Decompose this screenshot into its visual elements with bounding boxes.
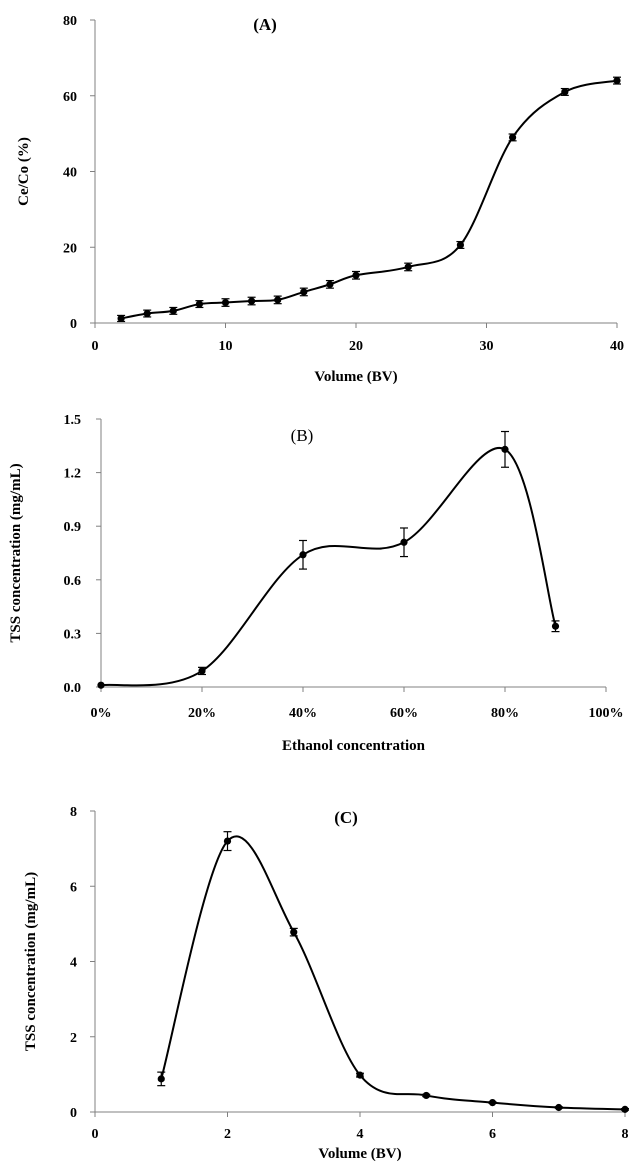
data-point — [404, 263, 412, 271]
data-point — [456, 241, 464, 249]
data-point — [508, 133, 517, 142]
y-axis-title: TSS concentration (mg/mL) — [23, 872, 39, 1051]
panel-0: 0 20 40 60 80 0 10 20 30 40 (A) Volume (BV) Ce/Co (%… — [16, 14, 624, 385]
y-tick-label: 80 — [63, 14, 77, 29]
y-tick-label: 60 — [63, 90, 77, 105]
series-line — [160, 835, 626, 1111]
x-axis-title: Volume (BV) — [318, 1146, 401, 1162]
y-tick-label: 0 — [70, 1106, 77, 1121]
y-tick-label: 0.3 — [64, 627, 82, 642]
x-axis-title: Volume (BV) — [314, 369, 397, 385]
data-point — [274, 296, 282, 304]
x-tick-label: 30 — [480, 339, 494, 354]
data-point — [488, 1098, 497, 1107]
y-tick-label: 4 — [70, 956, 77, 971]
data-point — [143, 309, 151, 318]
y-tick-label: 1.2 — [64, 467, 82, 482]
y-tick-label: 8 — [70, 805, 77, 820]
x-tick-label: 10 — [219, 339, 233, 354]
y-tick-label: 20 — [63, 241, 77, 256]
data-point — [195, 300, 203, 308]
data-point — [198, 667, 206, 675]
y-axis-title: TSS concentration (mg/mL) — [8, 463, 24, 642]
data-point — [551, 622, 560, 630]
x-tick-label: 6 — [489, 1127, 496, 1142]
y-tick-label: 0.9 — [64, 520, 82, 535]
panel-title: (A) — [253, 15, 277, 34]
y-axis-title: Ce/Co (%) — [16, 137, 32, 206]
x-tick-label: 80% — [491, 706, 519, 721]
data-point — [157, 1075, 165, 1083]
data-point — [223, 837, 232, 845]
y-tick-label: 1.5 — [64, 413, 82, 428]
data-point — [326, 280, 334, 288]
data-point — [290, 928, 298, 936]
data-point — [555, 1103, 563, 1112]
data-point — [400, 538, 408, 546]
y-tick-label: 0.6 — [64, 574, 82, 589]
data-point — [621, 1105, 629, 1113]
panel-title: (C) — [334, 808, 358, 827]
y-tick-label: 2 — [70, 1031, 77, 1046]
y-tick-label: 0 — [70, 317, 77, 332]
x-tick-label: 8 — [622, 1127, 629, 1142]
data-point — [248, 297, 256, 305]
x-axis-title: Ethanol concentration — [282, 738, 426, 754]
y-tick-label: 0.0 — [64, 681, 82, 696]
x-tick-label: 60% — [390, 706, 418, 721]
x-tick-label: 100% — [589, 706, 624, 721]
data-point — [352, 271, 360, 279]
x-tick-label: 0% — [91, 706, 112, 721]
x-tick-label: 40% — [289, 706, 317, 721]
x-tick-label: 0 — [92, 339, 99, 354]
x-tick-label: 0 — [92, 1127, 99, 1142]
x-tick-label: 40 — [610, 339, 624, 354]
data-point — [299, 551, 307, 559]
data-point — [613, 77, 621, 85]
y-tick-label: 6 — [70, 880, 77, 895]
data-point — [300, 288, 308, 296]
panel-title: (B) — [291, 426, 314, 445]
data-point — [221, 298, 230, 307]
series-line — [100, 446, 557, 687]
data-point — [97, 681, 105, 689]
data-point — [561, 88, 569, 96]
x-tick-label: 20 — [349, 339, 363, 354]
panel-1: 0.0 0.3 0.6 0.9 1.2 1.5 0% 20% 40% 60% 80% 100% (B) E… — [8, 413, 624, 754]
data-point — [356, 1071, 364, 1079]
x-tick-label: 2 — [224, 1127, 231, 1142]
data-point — [169, 307, 177, 315]
data-point — [117, 314, 125, 323]
x-tick-label: 20% — [188, 706, 216, 721]
panel-2: 0 2 4 6 8 0 2 4 6 8 (C) Volume (BV) TSS concentratio… — [23, 805, 629, 1162]
data-point — [422, 1091, 430, 1100]
data-point — [501, 445, 509, 453]
y-tick-label: 40 — [63, 166, 77, 181]
x-tick-label: 4 — [357, 1127, 364, 1142]
series-line — [120, 79, 618, 320]
